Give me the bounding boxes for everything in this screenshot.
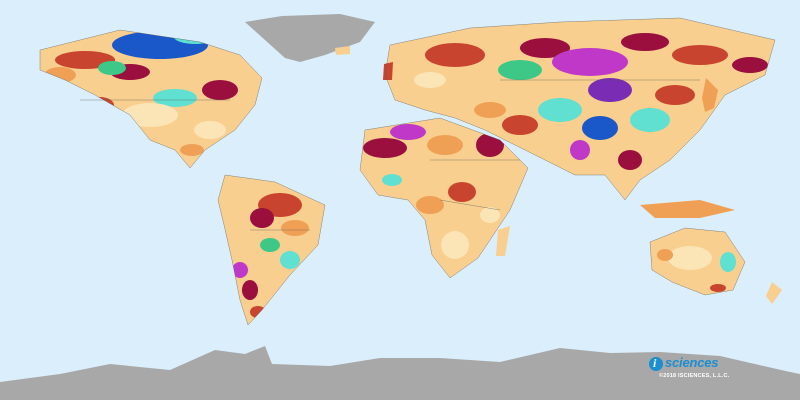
new-zealand-island <box>766 282 782 304</box>
country-borders <box>39 17 776 326</box>
antarctica-landmass <box>0 346 800 400</box>
south-america <box>218 175 325 325</box>
isciences-logo: sciences ©2018 ISCIENCES, L.L.C. <box>649 355 769 385</box>
iceland-island <box>335 46 350 55</box>
africa <box>360 118 528 278</box>
logo-brand: sciences <box>665 355 719 370</box>
japan-island <box>702 78 718 112</box>
isciences-logo-icon <box>649 356 663 371</box>
madagascar-island <box>496 226 510 256</box>
uk-island <box>383 62 393 80</box>
indonesia-islands <box>640 200 735 218</box>
greenland-landmass <box>245 14 375 62</box>
australia <box>650 228 745 295</box>
logo-copyright: ©2018 ISCIENCES, L.L.C. <box>659 373 730 379</box>
